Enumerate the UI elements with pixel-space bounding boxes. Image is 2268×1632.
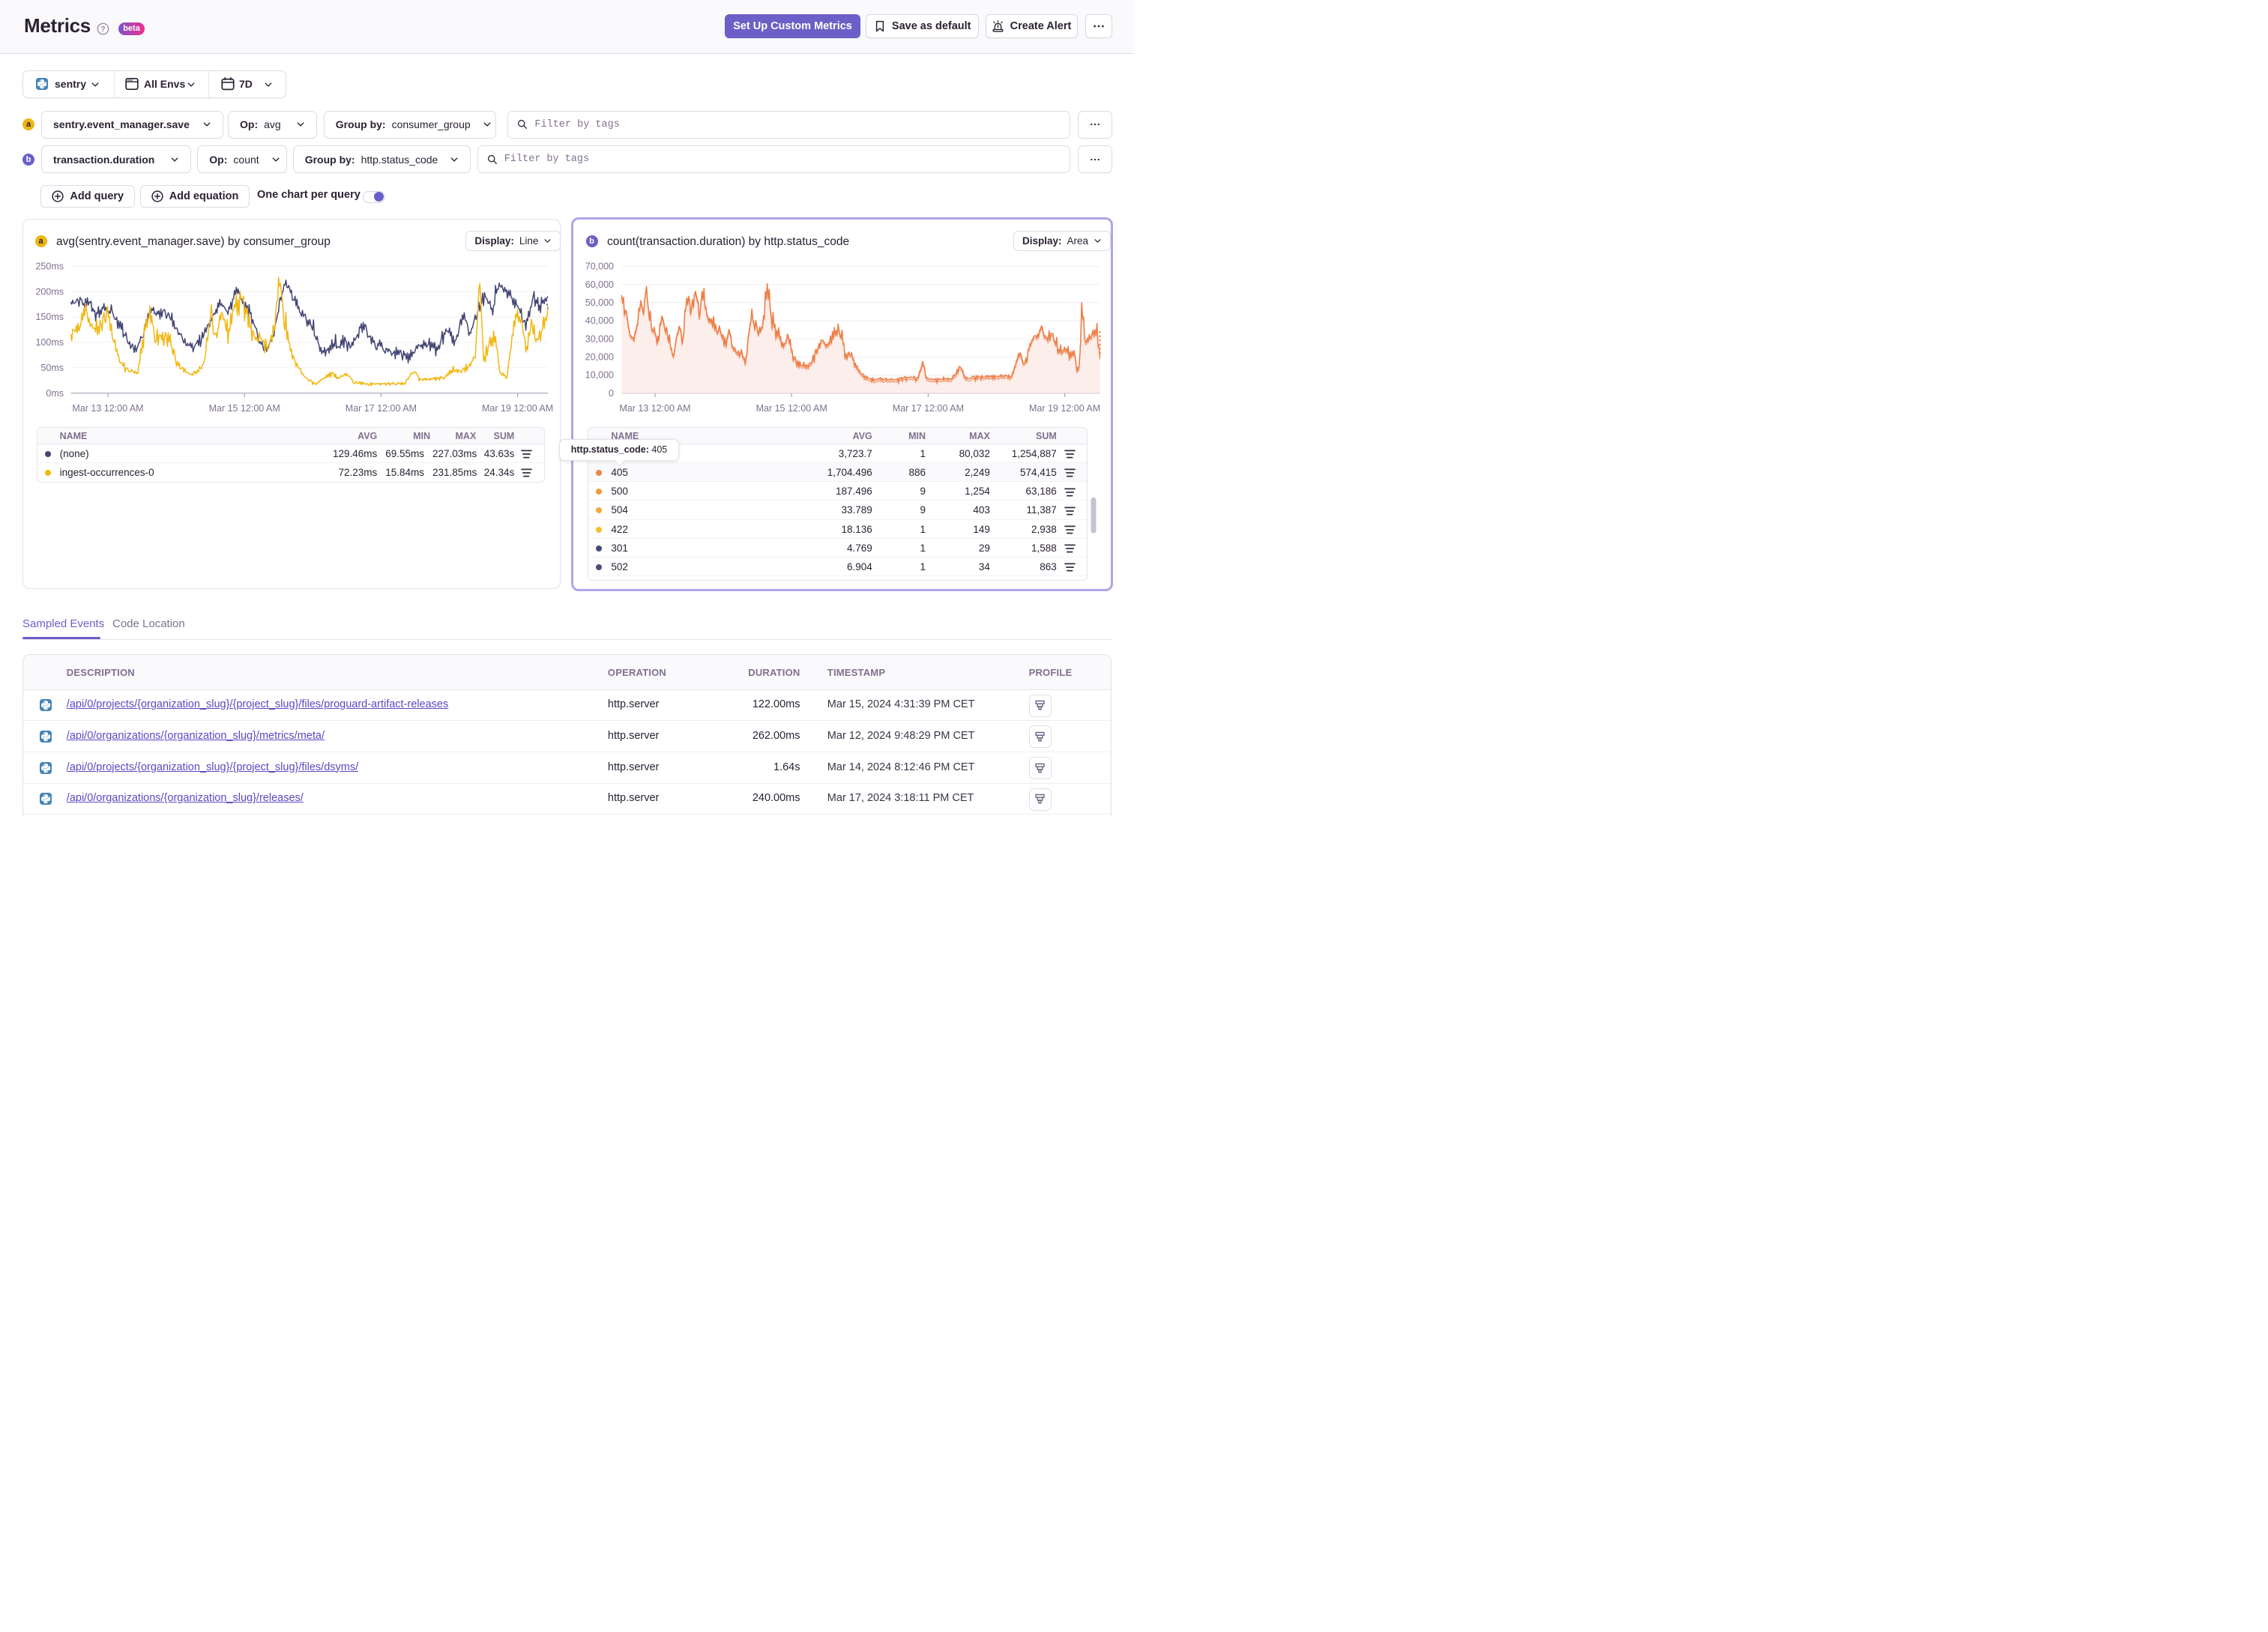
svg-text:?: ? <box>100 25 105 34</box>
